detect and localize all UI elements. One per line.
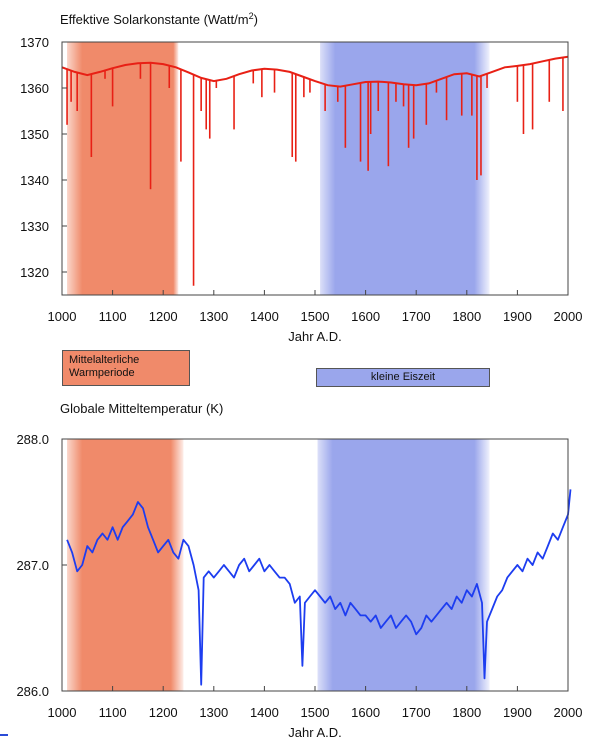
y-tick-label: 288.0 <box>16 432 49 447</box>
chart1-period-bands <box>67 42 490 295</box>
x-tick-label: 1600 <box>351 309 380 324</box>
corner-mark <box>0 734 8 736</box>
chart2-x-ticks: 1000 1100 1200 1300 1400 1500 1600 1700 1800 1900… <box>48 686 583 720</box>
x-tick-label: 2000 <box>554 705 583 720</box>
chart2-y-ticks: 286.0 287.0 288.0 <box>16 432 67 699</box>
period-band-ice <box>317 439 490 691</box>
x-tick-label: 1100 <box>99 705 127 720</box>
x-tick-label: 1400 <box>250 309 279 324</box>
chart2-x-label: Jahr A.D. <box>288 725 341 740</box>
chart2-title: Globale Mitteltemperatur (K) <box>60 401 223 416</box>
solar-baseline-line <box>61 55 569 88</box>
y-tick-label: 1360 <box>20 81 49 96</box>
chart1-title: Effektive Solarkonstante (Watt/m2) <box>60 11 258 27</box>
x-tick-label: 2000 <box>554 309 583 324</box>
legend-warm-line2: Warmperiode <box>69 367 135 379</box>
x-tick-label: 1200 <box>149 705 178 720</box>
x-tick-label: 1900 <box>503 309 532 324</box>
chart1-data <box>61 55 569 286</box>
solar-constant-chart: Effektive Solarkonstante (Watt/m2) 1000 1… <box>20 11 582 344</box>
legend-little-ice-age: kleine Eiszeit <box>316 368 490 387</box>
x-tick-label: 1000 <box>48 309 77 324</box>
x-tick-label: 1500 <box>301 309 330 324</box>
x-tick-label: 1800 <box>452 705 481 720</box>
y-tick-label: 287.0 <box>16 558 49 573</box>
y-tick-label: 1370 <box>20 35 49 50</box>
x-tick-label: 1800 <box>452 309 481 324</box>
x-tick-label: 1500 <box>301 705 330 720</box>
legend-warm-line1: Mittelalterliche <box>69 354 140 366</box>
x-tick-label: 1300 <box>199 705 228 720</box>
y-tick-label: 286.0 <box>16 684 49 699</box>
x-tick-label: 1900 <box>503 705 532 720</box>
y-tick-label: 1350 <box>20 127 49 142</box>
x-tick-label: 1700 <box>402 309 431 324</box>
period-band-ice <box>320 42 490 295</box>
legend-medieval-warm-period: Mittelalterliche Warmperiode <box>62 350 190 386</box>
period-band-warm <box>67 439 184 691</box>
x-tick-label: 1400 <box>250 705 279 720</box>
x-tick-label: 1300 <box>199 309 228 324</box>
period-band-warm <box>67 42 179 295</box>
temperature-line <box>66 489 572 686</box>
chart1-x-label: Jahr A.D. <box>288 329 341 344</box>
global-temperature-chart: Globale Mitteltemperatur (K) 1000 1100 120… <box>16 401 582 740</box>
x-tick-label: 1600 <box>351 705 380 720</box>
x-tick-label: 1100 <box>99 309 127 324</box>
y-tick-label: 1340 <box>20 173 49 188</box>
y-tick-label: 1330 <box>20 219 49 234</box>
chart2-data <box>66 489 572 686</box>
x-tick-label: 1200 <box>149 309 178 324</box>
chart2-period-bands <box>67 439 490 691</box>
chart1-y-ticks: 1320 1330 1340 1350 1360 1370 <box>20 35 67 280</box>
x-tick-label: 1000 <box>48 705 77 720</box>
y-tick-label: 1320 <box>20 265 49 280</box>
chart1-x-ticks: 1000 1100 1200 1300 1400 1500 1600 1700 1800 1900… <box>48 290 583 324</box>
x-tick-label: 1700 <box>402 705 431 720</box>
